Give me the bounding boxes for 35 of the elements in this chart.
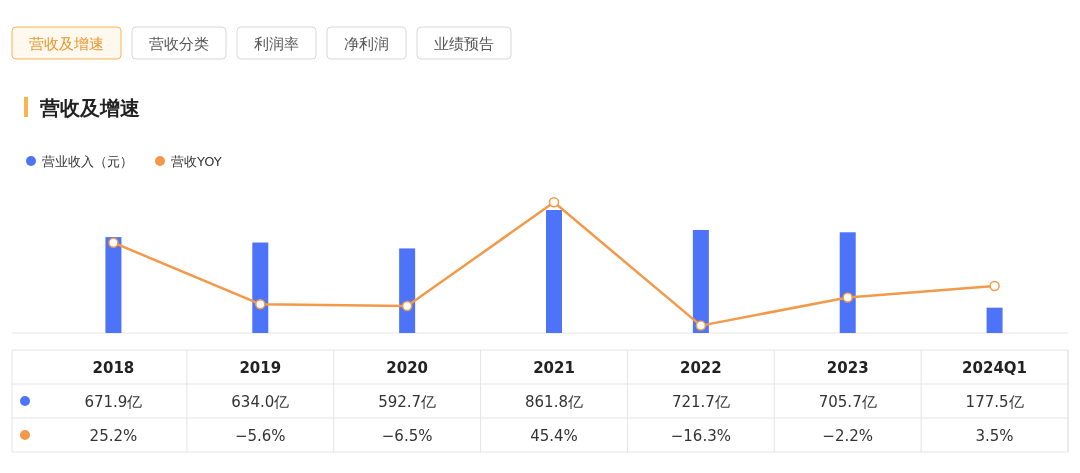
text: 营收分类 [149,35,209,53]
legend-label: 营收YOY [171,154,222,169]
bar [839,232,856,333]
text: 业绩预告 [434,35,494,53]
x-tick-label: 2023 [826,359,869,377]
bar [986,307,1003,333]
data-label: 705.7亿 [818,393,877,411]
data-label: −6.5% [381,427,433,445]
x-tick-label: 2022 [679,359,722,377]
x-tick-label: 2019 [239,359,282,377]
text: 利润率 [254,35,299,53]
data-label: 634.0亿 [231,393,290,411]
bar [252,242,269,333]
x-tick-label: 2024Q1 [962,359,1028,377]
data-label: 45.4% [530,427,578,445]
x-tick-label: 2020 [386,359,429,377]
data-label: 177.5亿 [965,393,1024,411]
data-label: 721.7亿 [671,393,730,411]
x-tick-label: 2018 [92,359,135,377]
data-label: 25.2% [89,427,138,445]
data-label: 592.7亿 [378,393,437,411]
x-tick-label: 2021 [533,359,575,377]
legend-label: 营业收入（元） [42,154,133,169]
data-label: 861.8亿 [525,393,583,411]
bar [105,237,122,333]
text: 营收及增速 [29,35,104,53]
bar [692,230,709,333]
data-label: −2.2% [822,427,874,445]
text: 净利润 [344,35,389,53]
chart-title: 营收及增速 [39,96,140,120]
data-label: −5.6% [234,427,286,445]
data-label: 3.5% [975,427,1014,445]
data-label: −16.3% [670,427,731,445]
data-label: 671.9亿 [84,393,143,411]
bar [399,248,416,333]
